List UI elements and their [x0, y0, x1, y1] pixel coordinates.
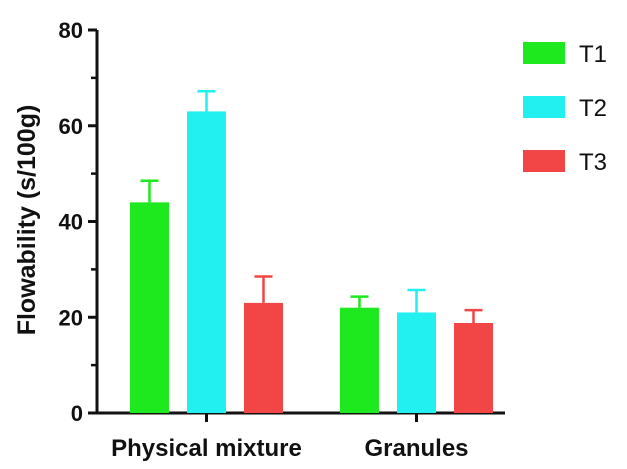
bar-t2 [187, 111, 226, 413]
bar-t3 [244, 302, 283, 413]
axes: 0 20 40 60 80 Physical mixture Granules [59, 18, 505, 462]
bar-t3 [454, 322, 493, 413]
x-category-label: Granules [364, 435, 468, 462]
legend-swatch-t1 [523, 42, 565, 64]
legend-label-t2: T2 [579, 95, 607, 122]
bar-t1 [130, 202, 169, 413]
y-tick-label: 60 [59, 114, 83, 139]
y-tick-label: 20 [59, 305, 83, 330]
y-tick-label: 0 [71, 401, 83, 426]
legend-label-t1: T1 [579, 41, 607, 68]
legend-label-t3: T3 [579, 149, 607, 176]
y-tick-label: 80 [59, 18, 83, 43]
legend-swatch-t3 [523, 150, 565, 172]
x-category-label: Physical mixture [111, 435, 302, 462]
bar-t1 [340, 307, 379, 413]
y-axis-title: Flowability (s/100g) [13, 105, 41, 336]
bars [130, 90, 493, 413]
legend: T1 T2 T3 [523, 41, 607, 176]
legend-swatch-t2 [523, 96, 565, 118]
y-tick-label: 40 [59, 210, 83, 235]
bar-t2 [397, 312, 436, 413]
